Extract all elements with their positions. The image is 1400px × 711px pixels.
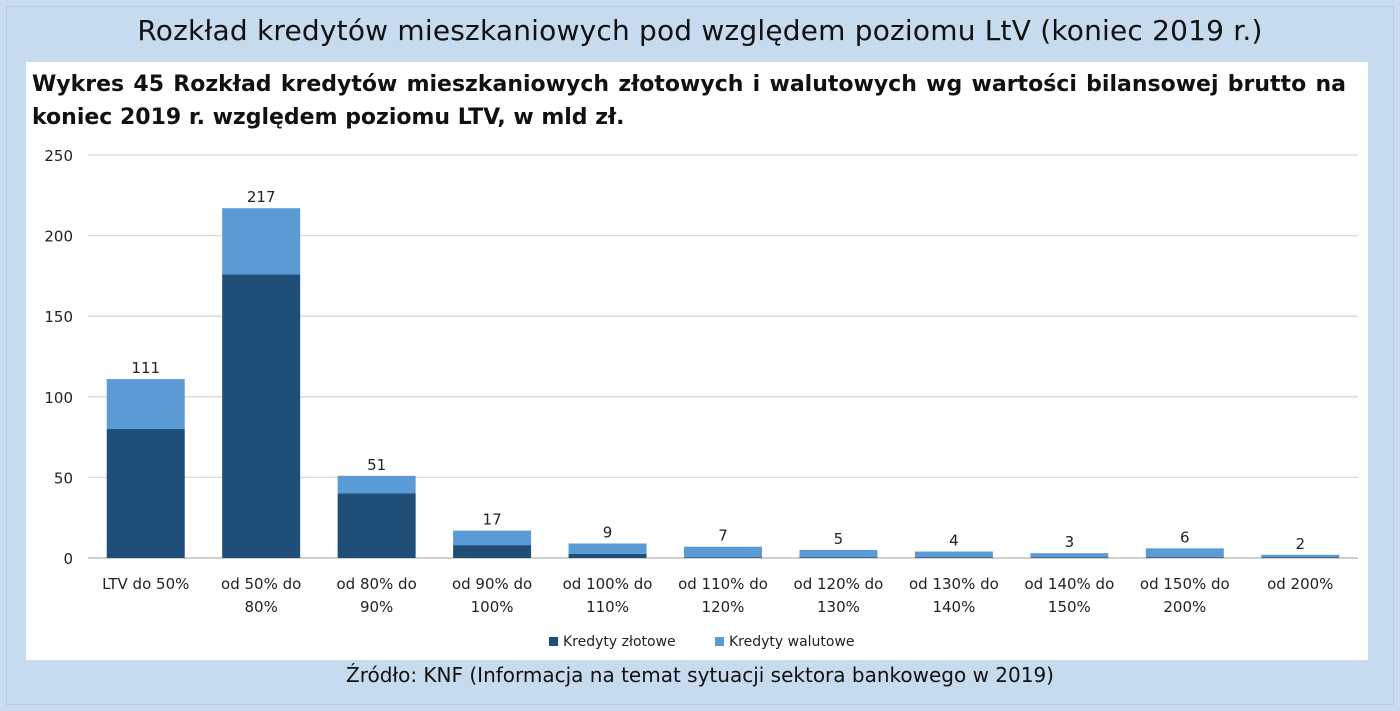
bar-segment-kredyty-walutowe bbox=[799, 549, 878, 558]
x-tick-label: 130% bbox=[817, 598, 860, 616]
y-tick-label: 250 bbox=[44, 147, 73, 165]
x-tick-label: 100% bbox=[471, 598, 514, 616]
x-tick-label: od 150% do bbox=[1140, 575, 1230, 593]
bar-segment-kredyty-walutowe bbox=[106, 379, 185, 430]
x-tick-label: od 140% do bbox=[1024, 575, 1114, 593]
bar-segment-kredyty-walutowe bbox=[1261, 554, 1340, 558]
data-label-total: 111 bbox=[131, 359, 160, 377]
x-tick-label: 200% bbox=[1163, 598, 1206, 616]
x-tick-label: od 200% bbox=[1267, 575, 1333, 593]
page-title: Rozkład kredytów mieszkaniowych pod wzgl… bbox=[137, 14, 1263, 47]
bar-segment-kredyty-walutowe bbox=[337, 475, 416, 494]
chart-title: Wykres 45 Rozkład kredytów mieszkaniowyc… bbox=[32, 72, 1346, 130]
x-tick-label: od 110% do bbox=[678, 575, 768, 593]
x-tick-label: LTV do 50% bbox=[102, 575, 189, 593]
x-tick-label: od 100% do bbox=[563, 575, 653, 593]
data-label-total: 4 bbox=[949, 532, 959, 550]
bar-segment-kredyty-zlotowe bbox=[1030, 557, 1109, 558]
x-tick-label: od 120% do bbox=[794, 575, 884, 593]
y-tick-label: 50 bbox=[54, 469, 73, 487]
data-label-total: 6 bbox=[1180, 528, 1190, 546]
bar-segment-kredyty-zlotowe bbox=[914, 557, 993, 558]
data-label-total: 7 bbox=[718, 527, 728, 545]
x-tick-label: 90% bbox=[360, 598, 393, 616]
y-tick-label: 100 bbox=[44, 389, 73, 407]
legend-label-kredyty-walutowe: Kredyty walutowe bbox=[729, 634, 855, 650]
data-label-total: 17 bbox=[483, 511, 502, 529]
x-tick-label: od 130% do bbox=[909, 575, 999, 593]
bar-segment-kredyty-zlotowe bbox=[106, 429, 185, 558]
legend-swatch-kredyty-zlotowe bbox=[549, 637, 558, 646]
y-tick-label: 0 bbox=[63, 550, 73, 568]
bar-segment-kredyty-walutowe bbox=[914, 551, 993, 558]
x-tick-label: od 90% do bbox=[452, 575, 532, 593]
bar-segment-kredyty-zlotowe bbox=[799, 557, 878, 558]
legend-label-kredyty-zlotowe: Kredyty złotowe bbox=[563, 634, 676, 650]
bar-segment-kredyty-zlotowe bbox=[568, 553, 647, 558]
bar-segment-kredyty-zlotowe bbox=[337, 493, 416, 558]
y-tick-label: 150 bbox=[44, 308, 73, 326]
data-label-total: 217 bbox=[247, 188, 276, 206]
bar-segment-kredyty-zlotowe bbox=[1145, 557, 1224, 558]
bar-segment-kredyty-zlotowe bbox=[1261, 557, 1340, 558]
x-tick-label: od 80% do bbox=[336, 575, 416, 593]
data-label-total: 51 bbox=[367, 456, 386, 474]
bar-segment-kredyty-walutowe bbox=[1030, 553, 1109, 558]
bar-segment-kredyty-zlotowe bbox=[684, 557, 762, 558]
x-tick-label: 80% bbox=[245, 598, 278, 616]
data-label-total: 5 bbox=[834, 530, 844, 548]
bar-segment-kredyty-walutowe bbox=[453, 530, 532, 546]
bar-segment-kredyty-zlotowe bbox=[453, 545, 532, 558]
bar-segment-kredyty-walutowe bbox=[222, 208, 301, 275]
x-tick-label: 140% bbox=[932, 598, 975, 616]
x-tick-label: 120% bbox=[702, 598, 745, 616]
y-tick-label: 200 bbox=[44, 228, 73, 246]
source-note: Źródło: KNF (Informacja na temat sytuacj… bbox=[346, 663, 1054, 687]
bar-segment-kredyty-zlotowe bbox=[222, 274, 301, 558]
data-label-total: 9 bbox=[603, 523, 613, 541]
data-label-total: 2 bbox=[1295, 535, 1305, 553]
bar-segment-kredyty-walutowe bbox=[1145, 548, 1224, 558]
data-label-total: 3 bbox=[1065, 533, 1075, 551]
legend-swatch-kredyty-walutowe bbox=[715, 637, 724, 646]
x-tick-label: 150% bbox=[1048, 598, 1091, 616]
x-tick-label: od 50% do bbox=[221, 575, 301, 593]
x-tick-label: 110% bbox=[586, 598, 629, 616]
bar-segment-kredyty-walutowe bbox=[684, 546, 762, 558]
bar-segment-kredyty-walutowe bbox=[568, 543, 647, 554]
